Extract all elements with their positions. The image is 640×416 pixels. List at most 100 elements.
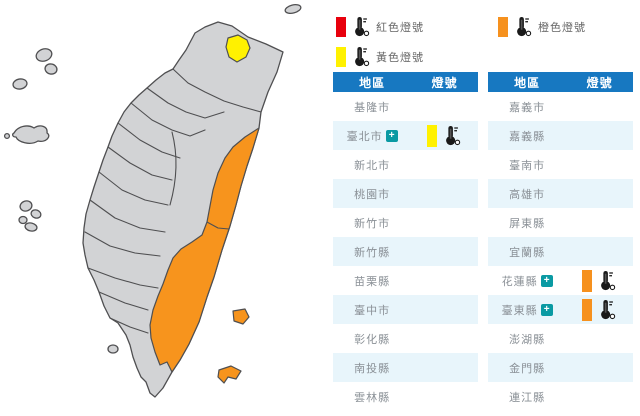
table-row: 金門縣: [488, 353, 633, 382]
signal-swatch: [427, 124, 438, 147]
region-label: 臺東縣: [501, 304, 538, 317]
map-island: [24, 222, 38, 232]
expand-button[interactable]: +: [540, 274, 553, 287]
map-county-border: [107, 146, 173, 181]
region-label: 金門縣: [509, 362, 546, 375]
map-island: [12, 78, 28, 90]
table-row: 桃園市: [333, 179, 478, 208]
map-county-border: [109, 317, 149, 334]
map-county-border: [172, 68, 262, 113]
region-label: 嘉義縣: [509, 130, 546, 143]
region-label: 屏東縣: [509, 217, 546, 230]
region-label: 南投縣: [354, 362, 391, 375]
table-row: 基隆市: [333, 92, 478, 121]
table-row: 臺南市: [488, 150, 633, 179]
header-signal: 燈號: [586, 75, 613, 90]
region-label: 新竹市: [354, 217, 391, 230]
expand-button[interactable]: +: [540, 303, 553, 316]
table-row: 澎湖縣: [488, 324, 633, 353]
signal-indicator: [582, 269, 617, 293]
legend-label: 紅色燈號: [376, 22, 424, 34]
thermometer-icon: [600, 269, 616, 291]
table-row: 南投縣: [333, 353, 478, 382]
signal-indicator: [582, 298, 617, 322]
map-county-border: [84, 231, 161, 257]
legend-color-swatch: [498, 17, 508, 37]
table-header: 地區 燈號: [333, 72, 478, 92]
region-label: 臺南市: [509, 159, 546, 172]
map-island: [44, 63, 58, 75]
region-label: 宜蘭縣: [509, 246, 546, 259]
map-island: [35, 48, 53, 62]
map-island: [19, 200, 33, 212]
signal-swatch: [582, 298, 593, 321]
table-row: 新竹市: [333, 208, 478, 237]
region-label: 花蓮縣: [501, 275, 538, 288]
map-island: [3, 132, 11, 140]
thermometer-icon: [354, 16, 370, 37]
table-row: 新北市: [333, 150, 478, 179]
legend-color-swatch: [336, 17, 346, 37]
map-region-taipei[interactable]: [225, 34, 251, 63]
table-row: 高雄市: [488, 179, 633, 208]
table-row: 雲林縣: [333, 382, 478, 411]
map-region-hualien-taitung[interactable]: [149, 127, 260, 373]
region-label: 高雄市: [509, 188, 546, 201]
table-row: 新竹縣: [333, 237, 478, 266]
legend-item-red: 紅色燈號: [336, 12, 498, 42]
table-row: 臺中市: [333, 295, 478, 324]
table-row: 花蓮縣 +: [488, 266, 633, 295]
region-label: 嘉義市: [509, 101, 546, 114]
region-label: 桃園市: [354, 188, 391, 201]
legend-item-orange: 橙色燈號: [498, 12, 636, 42]
table-row: 苗栗縣: [333, 266, 478, 295]
warning-table-west: 地區 燈號 基隆市臺北市 + 新北市桃園市新竹市新竹縣苗栗縣臺中市彰化縣南投縣雲林縣: [333, 72, 478, 411]
map-island: [30, 209, 42, 219]
expand-button[interactable]: +: [385, 129, 398, 142]
table-row: 彰化縣: [333, 324, 478, 353]
thermometer-icon: [516, 16, 532, 37]
map-county-border: [117, 122, 181, 159]
region-label: 新竹縣: [354, 246, 391, 259]
signal-swatch: [582, 269, 593, 292]
legend-item-yellow: 黃色燈號: [336, 42, 498, 72]
map-county-border: [146, 87, 225, 119]
region-label: 雲林縣: [354, 391, 391, 404]
map-island: [107, 344, 119, 354]
map-county-border: [206, 221, 230, 230]
table-row: 臺北市 +: [333, 121, 478, 150]
taiwan-warning-map: [3, 4, 302, 398]
map-island-green-island: [232, 308, 250, 325]
map-island-penghu: [12, 125, 50, 144]
table-row: 連江縣: [488, 382, 633, 411]
legend-label: 黃色燈號: [376, 52, 424, 64]
table-header: 地區 燈號: [488, 72, 633, 92]
region-label: 苗栗縣: [354, 275, 391, 288]
region-label: 臺中市: [354, 304, 391, 317]
table-row: 臺東縣 +: [488, 295, 633, 324]
thermometer-icon: [445, 124, 461, 146]
header-region: 地區: [359, 75, 386, 90]
thermometer-icon: [600, 298, 616, 320]
region-label: 彰化縣: [354, 333, 391, 346]
region-label: 新北市: [354, 159, 391, 172]
map-county-border: [87, 267, 159, 289]
thermometer-icon: [354, 46, 370, 67]
signal-indicator: [427, 124, 462, 148]
region-label: 臺北市: [346, 130, 383, 143]
warning-table-east: 地區 燈號 嘉義市 嘉義縣 臺南市 高雄市 屏東縣 宜蘭縣 花蓮縣 + 臺東縣 + 澎湖縣 金門縣 連江…: [488, 72, 633, 411]
map-island: [284, 4, 302, 14]
map-county-border: [98, 291, 149, 311]
region-label: 基隆市: [354, 101, 391, 114]
table-row: 宜蘭縣: [488, 237, 633, 266]
legend-color-swatch: [336, 47, 346, 67]
map-county-border: [98, 171, 169, 206]
map-county-border: [130, 102, 206, 137]
header-signal: 燈號: [431, 75, 458, 90]
map-region-taiwan-main[interactable]: [82, 21, 284, 398]
table-row: 嘉義市: [488, 92, 633, 121]
legend-label: 橙色燈號: [538, 22, 586, 34]
table-row: 屏東縣: [488, 208, 633, 237]
header-region: 地區: [514, 75, 541, 90]
